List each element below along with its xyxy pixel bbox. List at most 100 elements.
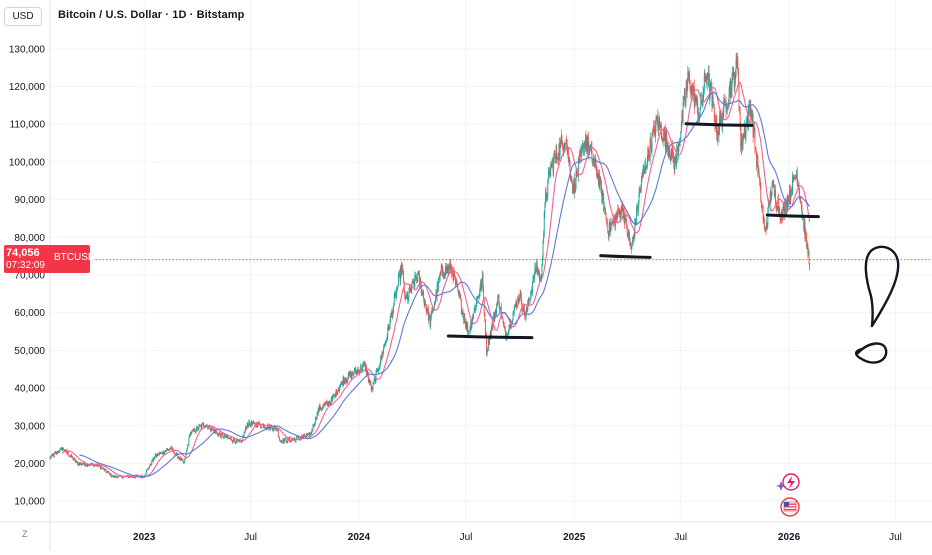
- candle-body: [680, 121, 682, 132]
- candle-body: [241, 440, 243, 443]
- candle-body: [567, 147, 569, 152]
- candle-body: [383, 347, 385, 354]
- candle-body: [227, 436, 229, 439]
- candle-body: [441, 264, 443, 266]
- candle-body: [387, 327, 389, 338]
- candle-body: [331, 398, 333, 401]
- candle-body: [359, 370, 361, 372]
- candle-body: [203, 423, 205, 427]
- candle-body: [723, 98, 725, 101]
- candle-body: [437, 279, 439, 291]
- timezone-button[interactable]: Z: [22, 529, 28, 539]
- candle-body: [783, 206, 785, 217]
- candle-body: [108, 471, 110, 474]
- candle-body: [712, 96, 714, 102]
- candle-body: [133, 476, 135, 478]
- candle-body: [226, 435, 227, 438]
- candle-body: [440, 264, 442, 274]
- us-flag-event-icon[interactable]: [780, 497, 800, 517]
- candle-body: [642, 168, 644, 175]
- candle-body: [696, 96, 698, 106]
- candle-body: [639, 192, 641, 193]
- candle-body: [375, 372, 377, 382]
- candle-body: [271, 428, 273, 431]
- candle-body: [81, 464, 83, 466]
- candle-body: [584, 137, 586, 147]
- candle-body: [153, 458, 155, 461]
- candle-body: [582, 143, 584, 146]
- candle-body: [543, 233, 545, 242]
- candle-body: [496, 304, 498, 314]
- candle-body: [715, 115, 717, 127]
- candle-body: [454, 276, 456, 285]
- candle-body: [192, 428, 194, 431]
- candle-body: [324, 403, 326, 405]
- candle-body: [596, 173, 598, 176]
- candle-body: [459, 296, 461, 299]
- candle-body: [517, 296, 519, 307]
- candle-body: [474, 307, 476, 310]
- candle-body: [533, 276, 535, 283]
- candle-body: [584, 144, 586, 147]
- candle-body: [739, 106, 741, 112]
- candle-body: [53, 454, 54, 457]
- candle-body: [667, 146, 669, 156]
- candle-body: [453, 270, 455, 281]
- candle-body: [756, 151, 758, 168]
- candle-body: [253, 421, 255, 423]
- candle-body: [141, 476, 143, 479]
- candle-body: [253, 422, 255, 424]
- candle-body: [494, 309, 496, 314]
- candle-body: [568, 157, 570, 161]
- lightning-event-icon[interactable]: [782, 473, 800, 491]
- candle-body: [624, 215, 626, 218]
- candle-body: [301, 435, 303, 438]
- candle-body: [337, 390, 339, 395]
- candle-body: [384, 343, 386, 346]
- candle-body: [563, 147, 565, 151]
- candle-body: [134, 477, 136, 478]
- candle-body: [729, 85, 731, 95]
- candle-body: [704, 75, 706, 77]
- candle-body: [433, 307, 435, 311]
- candle-body: [413, 282, 415, 284]
- candle-body: [699, 107, 701, 116]
- chart-grid: [50, 0, 932, 520]
- candle-body: [213, 429, 215, 431]
- candle-body: [207, 427, 209, 429]
- candle-body: [547, 173, 549, 181]
- candle-body: [342, 377, 344, 386]
- candle-body: [336, 394, 338, 396]
- candle-body: [114, 475, 116, 478]
- candle-body: [719, 115, 721, 122]
- candle-body: [803, 222, 805, 229]
- candle-body: [761, 202, 763, 207]
- candle-body: [187, 444, 189, 446]
- candle-body: [534, 267, 536, 276]
- currency-button[interactable]: USD: [4, 7, 42, 26]
- candle-body: [689, 84, 691, 91]
- candle-body: [244, 427, 246, 432]
- candle-body: [109, 473, 111, 476]
- candle-body: [261, 424, 263, 426]
- candle-body: [325, 401, 327, 404]
- candle-body: [642, 172, 643, 175]
- sparkle-icon: [776, 481, 786, 491]
- candle-body: [549, 172, 551, 177]
- candle-body: [725, 101, 726, 104]
- candle-body: [392, 310, 394, 317]
- candle-body: [564, 143, 566, 145]
- candle-body: [77, 462, 79, 465]
- candle-body: [158, 454, 160, 456]
- candle-body: [323, 403, 325, 407]
- candle-body: [236, 438, 237, 443]
- candle-body: [252, 421, 254, 424]
- candle-body: [685, 87, 687, 102]
- candle-body: [532, 282, 533, 293]
- candle-body: [669, 152, 671, 160]
- candle-body: [398, 274, 400, 278]
- candle-body: [406, 296, 408, 299]
- candle-body: [367, 373, 369, 381]
